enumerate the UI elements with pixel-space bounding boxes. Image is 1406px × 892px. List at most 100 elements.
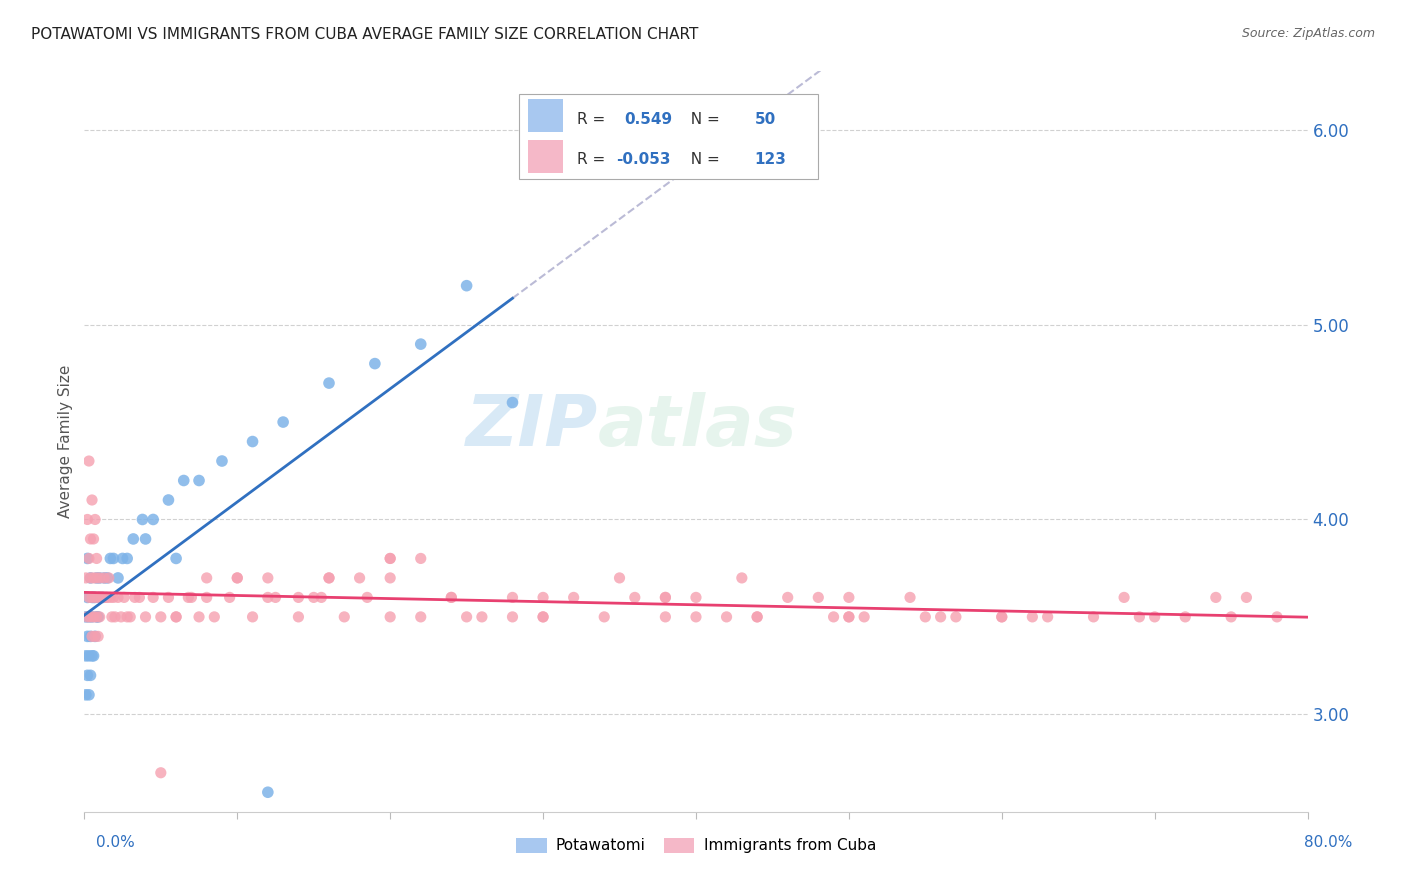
Point	[991, 610, 1014, 624]
Point	[188, 474, 211, 488]
Point	[89, 571, 111, 585]
Text: POTAWATOMI VS IMMIGRANTS FROM CUBA AVERAGE FAMILY SIZE CORRELATION CHART: POTAWATOMI VS IMMIGRANTS FROM CUBA AVERA…	[31, 27, 699, 42]
Point	[1143, 610, 1166, 624]
Point	[77, 688, 100, 702]
Point	[838, 591, 860, 605]
Point	[440, 591, 463, 605]
Point	[318, 571, 340, 585]
Legend: Potawatomi, Immigrants from Cuba: Potawatomi, Immigrants from Cuba	[510, 831, 882, 860]
Point	[80, 610, 103, 624]
Point	[76, 668, 98, 682]
Point	[157, 591, 180, 605]
Point	[1021, 610, 1043, 624]
Point	[593, 610, 616, 624]
Point	[124, 591, 146, 605]
Point	[103, 591, 125, 605]
Point	[115, 610, 138, 624]
Point	[165, 610, 187, 624]
Point	[609, 571, 631, 585]
Point	[226, 571, 249, 585]
Point	[333, 610, 356, 624]
Point	[83, 571, 105, 585]
Point	[264, 591, 287, 605]
Text: R =: R =	[578, 153, 610, 168]
Point	[364, 357, 387, 371]
Point	[86, 571, 108, 585]
Point	[80, 629, 103, 643]
Point	[257, 571, 280, 585]
Point	[86, 551, 108, 566]
Point	[128, 591, 150, 605]
Point	[716, 610, 738, 624]
Point	[380, 571, 402, 585]
Point	[531, 610, 554, 624]
Point	[97, 571, 120, 585]
Point	[84, 591, 107, 605]
Point	[945, 610, 967, 624]
Point	[776, 591, 799, 605]
Point	[531, 591, 554, 605]
Point	[838, 610, 860, 624]
Point	[853, 610, 876, 624]
Point	[287, 591, 309, 605]
Point	[103, 551, 125, 566]
Point	[80, 591, 103, 605]
Point	[77, 454, 100, 468]
Point	[1083, 610, 1105, 624]
Point	[94, 591, 117, 605]
Point	[356, 591, 378, 605]
Point	[89, 591, 111, 605]
Point	[91, 591, 114, 605]
Point	[1114, 591, 1136, 605]
Point	[75, 648, 97, 663]
Point	[302, 591, 325, 605]
Point	[83, 610, 105, 624]
Point	[685, 610, 707, 624]
Point	[380, 551, 402, 566]
Point	[93, 571, 115, 585]
Point	[75, 571, 97, 585]
Point	[502, 395, 524, 409]
Point	[226, 571, 249, 585]
Point	[287, 610, 309, 624]
Point	[87, 629, 110, 643]
Point	[75, 610, 97, 624]
Point	[165, 610, 187, 624]
FancyBboxPatch shape	[519, 94, 818, 178]
Point	[1128, 610, 1150, 624]
Point	[409, 610, 432, 624]
Point	[84, 629, 107, 643]
Point	[1036, 610, 1059, 624]
Point	[624, 591, 647, 605]
Point	[1236, 591, 1258, 605]
Point	[86, 610, 108, 624]
Point	[131, 512, 153, 526]
Point	[135, 532, 157, 546]
Point	[89, 610, 111, 624]
Point	[112, 591, 135, 605]
Point	[76, 629, 98, 643]
Point	[83, 591, 105, 605]
Point	[80, 648, 103, 663]
Point	[838, 610, 860, 624]
Point	[77, 610, 100, 624]
Point	[86, 571, 108, 585]
Text: Source: ZipAtlas.com: Source: ZipAtlas.com	[1241, 27, 1375, 40]
Point	[76, 610, 98, 624]
Point	[142, 512, 165, 526]
Point	[456, 610, 478, 624]
Point	[202, 610, 225, 624]
Point	[471, 610, 494, 624]
Point	[98, 551, 121, 566]
Point	[122, 532, 145, 546]
Point	[177, 591, 200, 605]
Point	[76, 551, 98, 566]
Point	[456, 278, 478, 293]
Point	[502, 591, 524, 605]
Point	[562, 591, 585, 605]
Point	[1265, 610, 1288, 624]
Text: -0.053: -0.053	[616, 153, 671, 168]
Point	[380, 610, 402, 624]
Point	[747, 610, 769, 624]
Point	[318, 376, 340, 390]
